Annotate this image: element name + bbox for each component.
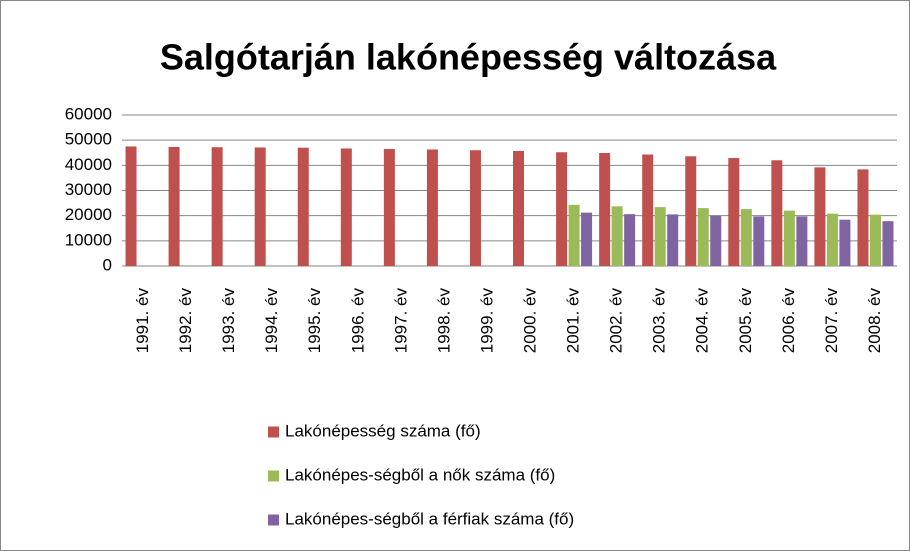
chart-title: Salgótarján lakónépesség változása — [160, 37, 777, 78]
y-tick-label: 40000 — [65, 155, 112, 174]
x-tick-label: 1992. év — [176, 288, 195, 354]
bar — [869, 214, 881, 266]
bar — [728, 158, 740, 266]
bar — [710, 215, 722, 266]
bar — [796, 216, 808, 266]
y-tick-label: 60000 — [65, 104, 112, 123]
bar — [599, 153, 611, 266]
bar — [254, 147, 266, 266]
legend-label: Lakónépes-ségből a férfiak száma (fő) — [285, 509, 574, 528]
legend-label: Lakónépes-ségből a nők száma (fő) — [285, 465, 555, 484]
legend-label: Lakónépesség száma (fő) — [285, 421, 481, 440]
y-tick-label: 50000 — [65, 130, 112, 149]
bar — [469, 150, 481, 266]
x-tick-label: 2007. év — [822, 288, 841, 354]
x-tick-label: 1997. év — [391, 288, 410, 354]
x-tick-label: 1994. év — [262, 288, 281, 354]
bar — [383, 148, 395, 266]
bar — [556, 152, 568, 266]
x-tick-label: 2006. év — [779, 288, 798, 354]
bar — [826, 213, 838, 266]
bar — [125, 146, 137, 266]
bar — [857, 169, 869, 266]
legend-swatch — [268, 514, 279, 526]
bar — [882, 221, 894, 266]
y-tick-label: 30000 — [65, 180, 112, 199]
bar — [581, 212, 593, 266]
x-tick-label: 1999. év — [477, 288, 496, 354]
bar — [642, 154, 654, 266]
bar — [211, 147, 223, 266]
bar — [297, 147, 309, 266]
y-tick-label: 20000 — [65, 205, 112, 224]
y-tick-label: 10000 — [65, 230, 112, 249]
bar — [667, 214, 679, 266]
x-tick-label: 2001. év — [564, 288, 583, 354]
bar — [839, 219, 851, 266]
legend-swatch — [268, 470, 279, 482]
bar — [426, 149, 438, 266]
x-tick-label: 2003. év — [650, 288, 669, 354]
bar — [814, 167, 826, 266]
x-tick-label: 2008. év — [865, 288, 884, 354]
bar — [513, 150, 525, 266]
bar — [611, 206, 623, 266]
bar — [783, 210, 795, 266]
legend-swatch — [268, 426, 279, 438]
x-tick-label: 1991. év — [133, 288, 152, 354]
x-tick-label: 2002. év — [607, 288, 626, 354]
bar — [340, 148, 352, 266]
x-tick-label: 1995. év — [305, 288, 324, 354]
y-tick-label: 0 — [103, 255, 112, 274]
x-tick-label: 1998. év — [434, 288, 453, 354]
x-tick-label: 2000. év — [521, 288, 540, 354]
bar — [740, 209, 752, 266]
bar — [654, 207, 666, 266]
bar — [168, 146, 180, 266]
bar — [685, 156, 697, 266]
bar — [624, 214, 636, 266]
x-tick-label: 1993. év — [219, 288, 238, 354]
bar — [771, 160, 783, 266]
x-tick-label: 2005. év — [736, 288, 755, 354]
bar — [753, 216, 765, 266]
x-tick-label: 2004. év — [693, 288, 712, 354]
x-tick-label: 1996. év — [348, 288, 367, 354]
bar — [697, 208, 709, 266]
bar — [568, 204, 580, 266]
